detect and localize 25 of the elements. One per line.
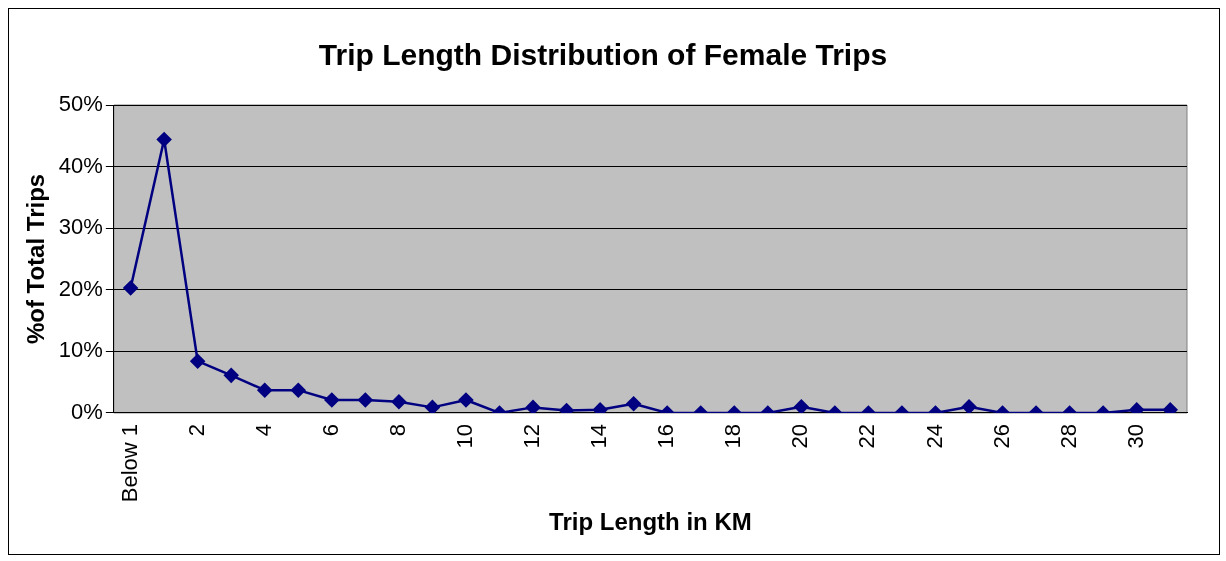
x-axis-title: Trip Length in KM	[549, 508, 752, 536]
x-tick-label: 16	[653, 423, 679, 449]
y-tick-label: 40%	[58, 152, 103, 178]
x-tick-label: 12	[519, 423, 545, 449]
chart-title: Trip Length Distribution of Female Trips	[318, 38, 888, 72]
x-tick-label: 10	[452, 423, 478, 449]
y-tick-label: 50%	[58, 91, 103, 117]
x-tick-label: 20	[787, 423, 813, 449]
x-tick-label: 26	[988, 423, 1014, 449]
x-tick-label: 6	[317, 423, 343, 437]
x-tick-label: 22	[854, 423, 880, 449]
x-tick-label: 4	[250, 423, 276, 437]
x-tick-label: 2	[183, 423, 209, 437]
y-tick-label: 10%	[58, 337, 103, 363]
x-tick-label: 8	[384, 423, 410, 437]
y-tick-label: 0%	[71, 398, 103, 424]
x-tick-label: Below 1	[116, 423, 142, 503]
y-tick-label: 20%	[58, 275, 103, 301]
y-tick-label: 30%	[58, 214, 103, 240]
x-tick-label: 14	[586, 423, 612, 449]
y-axis-title: %of Total Trips	[22, 173, 50, 345]
x-tick-label: 18	[720, 423, 746, 449]
x-tick-label: 28	[1055, 423, 1081, 449]
x-tick-label: 30	[1122, 423, 1148, 449]
x-tick-label: 24	[921, 423, 947, 449]
